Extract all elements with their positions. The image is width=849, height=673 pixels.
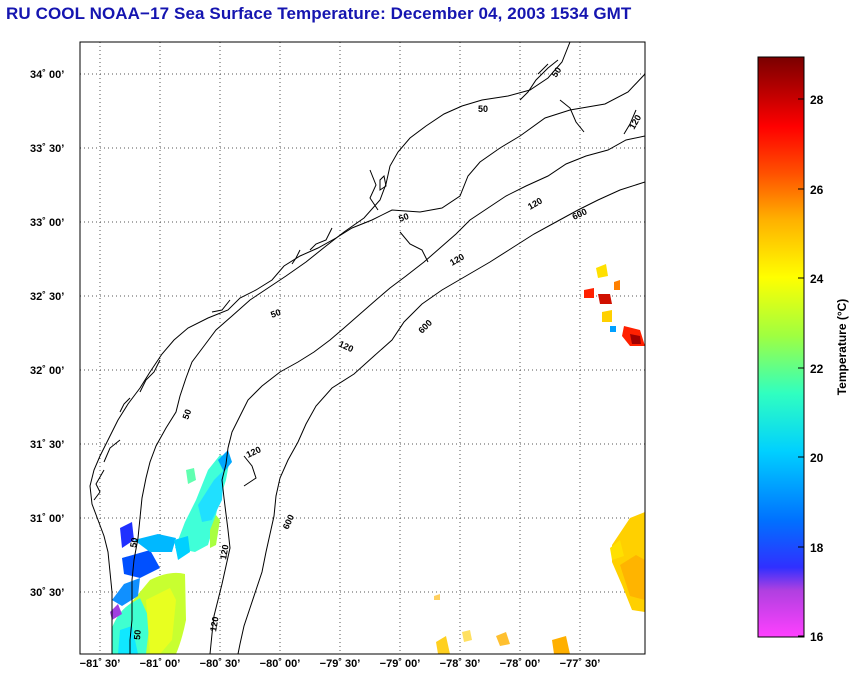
- colorbar-tick-label: 16: [810, 630, 824, 644]
- colorbar-tick-label: 28: [810, 93, 824, 107]
- bathymetry-contours: [129, 42, 645, 654]
- y-tick-label: 32˚ 00’: [30, 365, 64, 377]
- contour-label-120-g: 120: [208, 616, 220, 633]
- colorbar-tick-label: 26: [810, 183, 824, 197]
- x-axis-labels: −81˚ 30’ −81˚ 00’ −80˚ 30’ −80˚ 00’ −79˚…: [80, 658, 601, 670]
- contour-label-50-f: 50: [128, 537, 140, 549]
- colorbar-gradient: [757, 56, 805, 638]
- x-tick-label: −78˚ 00’: [500, 658, 541, 670]
- x-tick-label: −81˚ 00’: [140, 658, 181, 670]
- x-tick-label: −80˚ 30’: [200, 658, 241, 670]
- sst-data-layer: [110, 264, 645, 654]
- colorbar-tick-label: 18: [810, 541, 824, 555]
- x-tick-label: −78˚ 30’: [440, 658, 481, 670]
- x-tick-label: −80˚ 00’: [260, 658, 301, 670]
- colorbar-label: Temperature (°C): [835, 299, 849, 396]
- colorbar-tick-label: 24: [810, 272, 824, 286]
- contour-label-50-a: 50: [549, 65, 563, 79]
- y-axis-labels: 34˚ 00’ 33˚ 30’ 33˚ 00’ 32˚ 30’ 32˚ 00’ …: [30, 69, 64, 599]
- y-tick-label: 33˚ 30’: [30, 143, 64, 155]
- y-tick-label: 31˚ 00’: [30, 513, 64, 525]
- x-tick-label: −79˚ 30’: [320, 658, 361, 670]
- y-tick-label: 34˚ 00’: [30, 69, 64, 81]
- plot-frame: [79, 41, 646, 655]
- colorbar-tick-label: 20: [810, 451, 824, 465]
- y-tick-label: 33˚ 00’: [30, 217, 64, 229]
- y-tick-label: 30˚ 30’: [30, 587, 64, 599]
- x-tick-label: −81˚ 30’: [80, 658, 121, 670]
- colorbar: 16 18 20 22 24 26 28 Temperature (°C): [757, 56, 849, 644]
- plot-area: [80, 42, 645, 654]
- contour-label-50-c: 50: [397, 211, 410, 224]
- y-tick-label: 32˚ 30’: [30, 291, 64, 303]
- coastline: [89, 59, 645, 654]
- contour-label-50-g: 50: [132, 629, 143, 640]
- map-title: RU COOL NOAA−17 Sea Surface Temperature:…: [6, 4, 632, 23]
- contour-label-50-b: 50: [478, 104, 488, 114]
- x-tick-label: −79˚ 00’: [380, 658, 421, 670]
- colorbar-tick-label: 22: [810, 362, 824, 376]
- contour-label-50-d: 50: [269, 307, 282, 320]
- y-tick-label: 31˚ 30’: [30, 439, 64, 451]
- x-tick-label: −77˚ 30’: [560, 658, 601, 670]
- contour-label-50-e: 50: [180, 408, 193, 421]
- contour-label-120-f: 120: [218, 544, 230, 561]
